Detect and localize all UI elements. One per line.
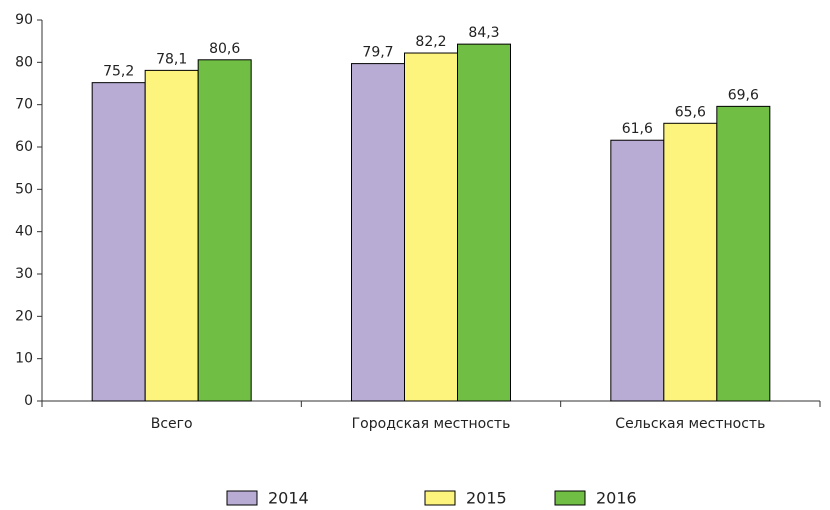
- bar: [144, 69, 199, 402]
- x-tick-label: Всего: [151, 416, 193, 432]
- legend-label: 2016: [596, 489, 637, 508]
- legend-label: 2014: [268, 489, 309, 508]
- bar: [457, 43, 511, 402]
- y-tick-label: 0: [24, 393, 33, 409]
- y-tick-label: 70: [15, 97, 33, 113]
- y-tick-label: 80: [15, 54, 33, 70]
- data-label: 82,2: [415, 34, 446, 50]
- y-tick-label: 50: [15, 181, 33, 197]
- bar: [351, 63, 405, 402]
- y-tick-label: 20: [15, 308, 33, 324]
- legend-swatch: [424, 490, 456, 506]
- legend-label: 2015: [466, 489, 507, 508]
- bar: [663, 122, 718, 402]
- y-tick-label: 40: [15, 224, 33, 240]
- data-label: 78,1: [156, 51, 187, 67]
- y-tick-label: 90: [15, 12, 33, 28]
- x-tick-label: Сельская местность: [615, 416, 765, 432]
- data-label: 61,6: [622, 121, 653, 137]
- y-tick-label: 10: [15, 351, 33, 367]
- legend-swatch: [226, 490, 258, 506]
- legend-swatch: [554, 490, 586, 506]
- data-label: 84,3: [468, 25, 499, 41]
- y-tick-label: 60: [15, 139, 33, 155]
- bar: [197, 59, 252, 402]
- bar: [404, 52, 458, 402]
- data-label: 79,7: [362, 45, 393, 61]
- x-tick-label: Городская местность: [352, 416, 511, 432]
- data-label: 80,6: [209, 41, 240, 57]
- data-label: 69,6: [728, 87, 759, 103]
- bar: [91, 82, 146, 402]
- bar: [716, 105, 771, 402]
- bar: [610, 139, 665, 402]
- data-label: 75,2: [103, 64, 134, 80]
- y-tick-label: 30: [15, 266, 33, 282]
- data-label: 65,6: [675, 104, 706, 120]
